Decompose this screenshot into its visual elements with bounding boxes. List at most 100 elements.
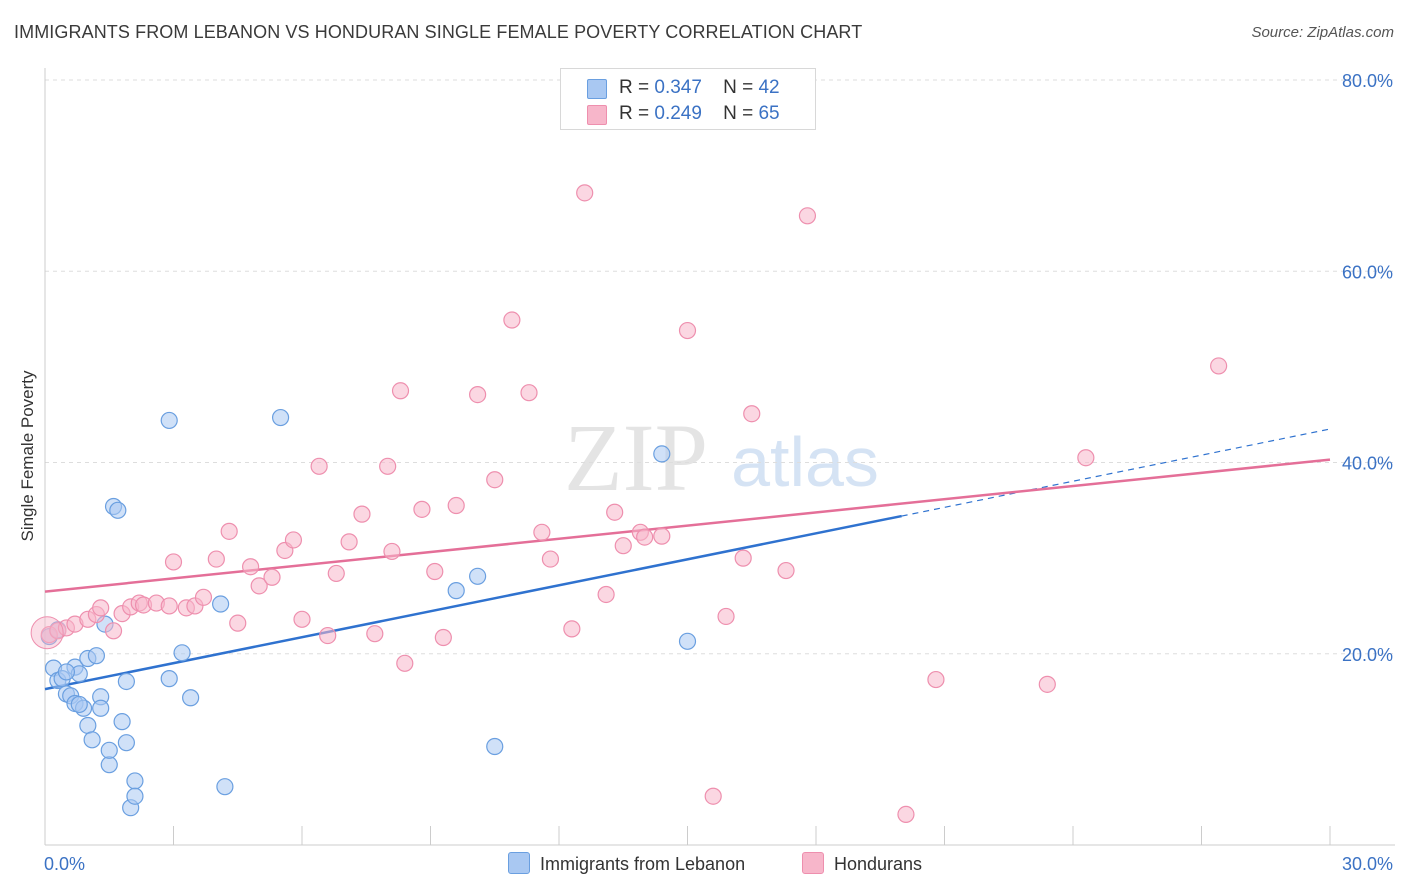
- point-lebanon: [653, 445, 671, 463]
- point-hondurans: [777, 561, 795, 580]
- legend-text-hondurans: R = 0.249 N = 65: [619, 103, 780, 124]
- point-lebanon: [216, 778, 234, 796]
- legend-n-value-lebanon: 42: [758, 77, 780, 98]
- point-hondurans: [563, 620, 581, 638]
- point-hondurans: [263, 568, 281, 586]
- watermark: ZIP atlas: [564, 404, 879, 511]
- legend-r-value-hondurans: 0.249: [654, 103, 702, 124]
- point-hondurans: [250, 577, 268, 595]
- legend-swatch-hondurans: [587, 105, 607, 125]
- point-lebanon: [469, 567, 487, 585]
- point-hondurans: [164, 553, 183, 571]
- y-tick-label: 80.0%: [1342, 71, 1393, 91]
- point-hondurans: [469, 386, 487, 404]
- point-lebanon: [678, 632, 697, 650]
- point-lebanon: [109, 501, 127, 519]
- point-hondurans: [486, 471, 504, 489]
- point-hondurans: [426, 562, 444, 581]
- point-hondurans: [897, 805, 915, 824]
- bottom-legend-lebanon: Immigrants from Lebanon: [508, 852, 745, 875]
- point-hondurans: [520, 384, 538, 402]
- point-lebanon: [87, 647, 106, 665]
- point-hondurans: [310, 457, 328, 475]
- point-hondurans: [353, 505, 371, 523]
- point-lebanon: [160, 670, 178, 688]
- point-hondurans: [391, 382, 410, 400]
- point-hondurans: [160, 597, 178, 615]
- bottom-legend-swatch-lebanon: [508, 852, 530, 874]
- point-lebanon: [92, 699, 110, 717]
- legend: R = 0.347 N = 42 R = 0.249 N = 65: [560, 68, 816, 130]
- point-lebanon: [126, 772, 144, 790]
- point-hondurans: [734, 549, 752, 567]
- point-lebanon: [117, 734, 135, 752]
- point-hondurans: [597, 585, 615, 604]
- point-hondurans: [1210, 357, 1228, 375]
- point-lebanon: [173, 644, 191, 662]
- point-lebanon: [271, 408, 290, 427]
- point-hondurans: [340, 533, 358, 551]
- point-lebanon: [447, 582, 465, 600]
- point-hondurans: [678, 321, 697, 340]
- point-lebanon: [57, 663, 76, 681]
- point-lebanon: [126, 787, 144, 805]
- point-hondurans: [606, 503, 624, 521]
- y-tick-label: 20.0%: [1342, 645, 1393, 665]
- point-hondurans: [366, 625, 384, 643]
- point-hondurans: [541, 550, 560, 568]
- data-points: [30, 184, 1228, 824]
- trend-lines: [44, 428, 1331, 691]
- bottom-legend-swatch-hondurans: [802, 852, 824, 874]
- point-lebanon: [160, 411, 178, 430]
- point-hondurans: [284, 531, 303, 549]
- source-label: Source: ZipAtlas.com: [1251, 24, 1394, 41]
- point-hondurans: [327, 564, 345, 583]
- watermark-zip: ZIP: [564, 404, 708, 511]
- point-lebanon: [182, 689, 200, 707]
- point-hondurans: [229, 614, 247, 632]
- point-hondurans: [207, 550, 225, 568]
- axes: [44, 68, 1395, 846]
- point-hondurans: [653, 527, 671, 545]
- point-hondurans: [92, 599, 110, 617]
- point-lebanon: [79, 716, 97, 735]
- point-lebanon: [100, 756, 118, 774]
- point-hondurans: [242, 558, 260, 576]
- point-hondurans: [704, 787, 722, 805]
- point-hondurans: [104, 622, 123, 640]
- legend-text-lebanon: R = 0.347 N = 42: [619, 77, 780, 98]
- point-lebanon: [486, 737, 504, 756]
- x-tick-label: 30.0%: [1342, 854, 1393, 874]
- point-hondurans: [413, 500, 431, 518]
- point-hondurans: [503, 311, 521, 329]
- point-hondurans: [927, 670, 945, 689]
- trend-line-lebanon-extension: [901, 428, 1331, 517]
- point-hondurans: [434, 628, 452, 647]
- point-hondurans: [220, 522, 238, 540]
- point-hondurans: [383, 542, 401, 561]
- point-hondurans: [798, 207, 817, 225]
- point-lebanon: [70, 695, 88, 714]
- point-lebanon: [113, 713, 131, 731]
- point-hondurans: [447, 496, 465, 515]
- legend-swatch-lebanon: [587, 79, 607, 99]
- y-tick-label: 60.0%: [1342, 262, 1393, 282]
- point-lebanon: [212, 595, 230, 613]
- chart-title: IMMIGRANTS FROM LEBANON VS HONDURAN SING…: [14, 22, 863, 42]
- point-hondurans: [396, 654, 414, 672]
- point-hondurans: [1038, 675, 1056, 693]
- point-hondurans: [614, 537, 632, 555]
- trend-line-lebanon: [44, 514, 902, 691]
- trend-line-hondurans: [44, 458, 1331, 593]
- y-tick-label: 40.0%: [1342, 454, 1393, 474]
- point-hondurans: [636, 528, 654, 546]
- bottom-legend-hondurans: Hondurans: [802, 852, 922, 875]
- point-hondurans: [293, 610, 311, 628]
- point-lebanon: [100, 741, 118, 759]
- point-lebanon: [117, 672, 135, 691]
- point-hondurans: [1077, 449, 1095, 467]
- point-hondurans: [194, 588, 213, 606]
- point-hondurans: [319, 626, 337, 645]
- point-hondurans: [379, 457, 397, 475]
